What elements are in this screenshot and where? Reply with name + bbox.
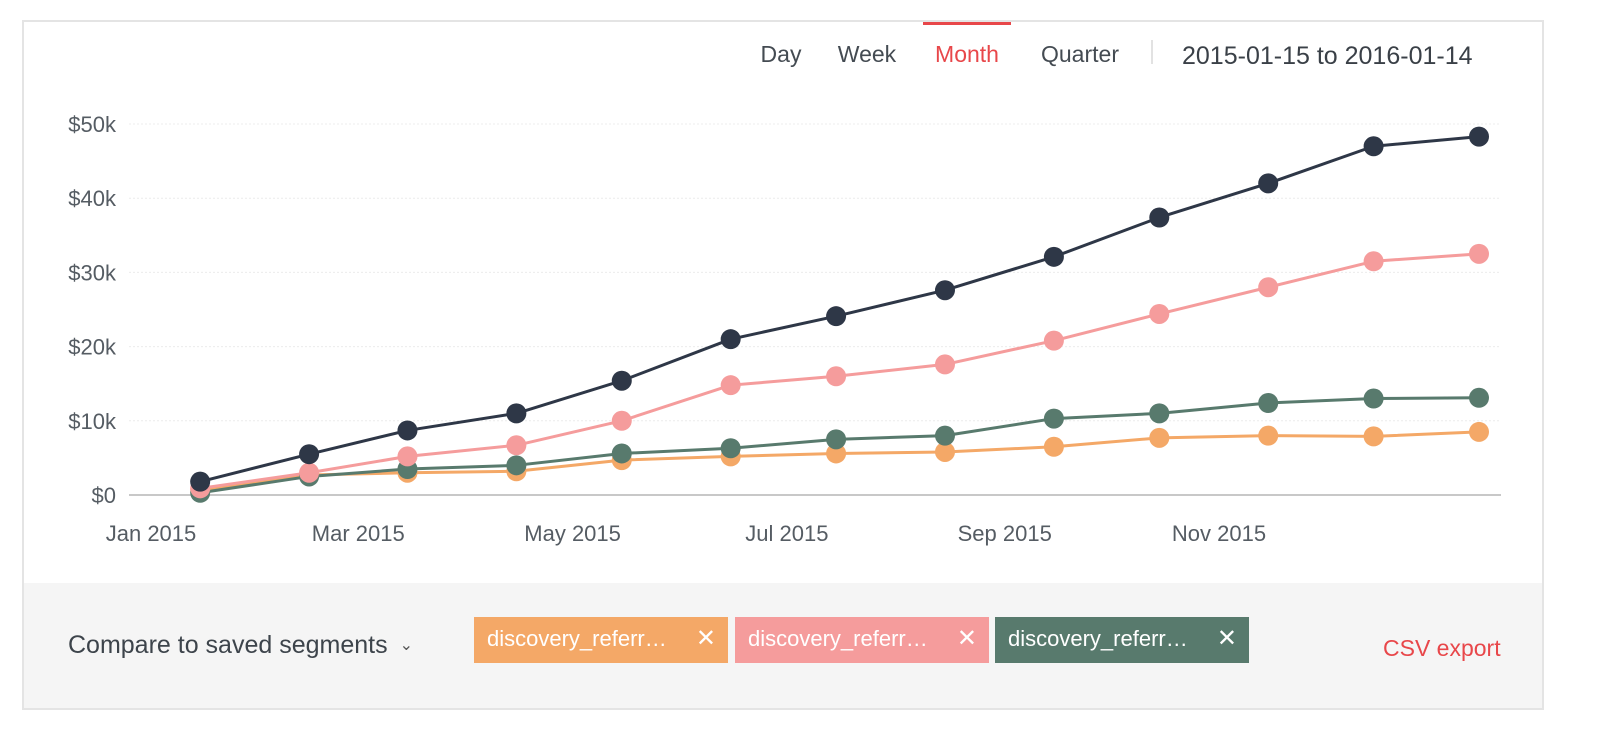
data-point: [1043, 246, 1064, 267]
toolbar-divider: [1151, 40, 1153, 64]
close-icon[interactable]: ✕: [695, 625, 716, 652]
tab-day[interactable]: Day: [760, 41, 802, 67]
compare-segments-label: Compare to saved segments: [68, 631, 388, 659]
y-tick-label: $0: [92, 483, 116, 508]
tab-week[interactable]: Week: [837, 41, 897, 67]
data-point: [397, 420, 418, 441]
segment-chip-2[interactable]: discovery_referr… ✕: [735, 617, 989, 663]
data-point: [1149, 207, 1170, 228]
data-point: [506, 403, 527, 424]
data-point: [611, 370, 632, 391]
data-point: [720, 375, 741, 396]
compare-segments-dropdown[interactable]: Compare to saved segments ⌄: [68, 627, 413, 664]
data-point: [1363, 388, 1384, 409]
data-point: [934, 354, 955, 375]
data-point: [611, 410, 632, 431]
data-point: [506, 455, 527, 476]
x-tick-label: Jul 2015: [745, 521, 828, 546]
x-tick-label: Sep 2015: [958, 521, 1052, 546]
csv-export-link[interactable]: CSV export: [1383, 635, 1501, 661]
data-point: [1043, 408, 1064, 429]
data-point: [1469, 387, 1489, 408]
chart-card: Day Week Month Quarter 2015-01-15 to 201…: [22, 20, 1544, 710]
line-chart: $0 $10k $20k $30k $40k $50k Jan 2015 Mar 2015 Ma…: [68, 112, 1501, 546]
segment-chip-label: discovery_referr…: [748, 626, 928, 651]
data-point: [1258, 425, 1279, 446]
x-tick-label: Nov 2015: [1172, 521, 1266, 546]
chevron-down-icon: ⌄: [399, 637, 414, 655]
data-point: [1258, 392, 1279, 413]
x-tick-label: Jan 2015: [106, 521, 197, 546]
data-point: [1469, 421, 1489, 442]
data-point: [1149, 403, 1170, 424]
data-point: [1469, 243, 1489, 264]
data-point: [1149, 303, 1170, 324]
segment-chip-label: discovery_referr…: [1008, 626, 1188, 651]
data-point: [1469, 126, 1489, 147]
data-point: [934, 280, 955, 301]
chart-footer: Compare to saved segments ⌄ discovery_ref…: [24, 583, 1542, 708]
data-point: [1258, 173, 1279, 194]
date-range-picker[interactable]: 2015-01-15 to 2016-01-14: [1182, 42, 1473, 70]
data-point: [299, 462, 320, 483]
segment-chip-3[interactable]: discovery_referr… ✕: [995, 617, 1249, 663]
chart-toolbar: Day Week Month Quarter 2015-01-15 to 201…: [20, 22, 1542, 92]
data-point: [190, 471, 211, 492]
data-point: [1043, 436, 1064, 457]
y-tick-label: $10k: [68, 409, 117, 434]
data-point: [1043, 330, 1064, 351]
data-point: [1363, 251, 1384, 272]
segment-chip-1[interactable]: discovery_referr… ✕: [474, 617, 728, 663]
data-point: [826, 429, 847, 450]
data-point: [826, 366, 847, 387]
data-point: [1258, 277, 1279, 298]
data-point: [934, 425, 955, 446]
close-icon[interactable]: ✕: [956, 625, 977, 652]
x-tick-label: Mar 2015: [312, 521, 405, 546]
tab-month[interactable]: Month: [923, 22, 1011, 80]
segment-chip-label: discovery_referr…: [487, 626, 667, 651]
close-icon[interactable]: ✕: [1216, 625, 1237, 652]
y-tick-label: $50k: [68, 112, 117, 137]
data-point: [934, 441, 955, 462]
x-tick-label: May 2015: [524, 521, 621, 546]
tab-quarter[interactable]: Quarter: [1041, 41, 1119, 67]
data-point: [826, 443, 847, 464]
data-point: [720, 438, 741, 459]
y-tick-label: $20k: [68, 335, 117, 360]
data-point: [1363, 136, 1384, 157]
data-point: [299, 444, 320, 465]
data-point: [1363, 426, 1384, 447]
data-point: [611, 443, 632, 464]
y-tick-label: $40k: [68, 186, 117, 211]
data-point: [826, 306, 847, 327]
data-point: [506, 435, 527, 456]
y-tick-label: $30k: [68, 260, 117, 285]
data-point: [720, 329, 741, 350]
data-point: [1149, 427, 1170, 448]
data-point: [397, 446, 418, 467]
